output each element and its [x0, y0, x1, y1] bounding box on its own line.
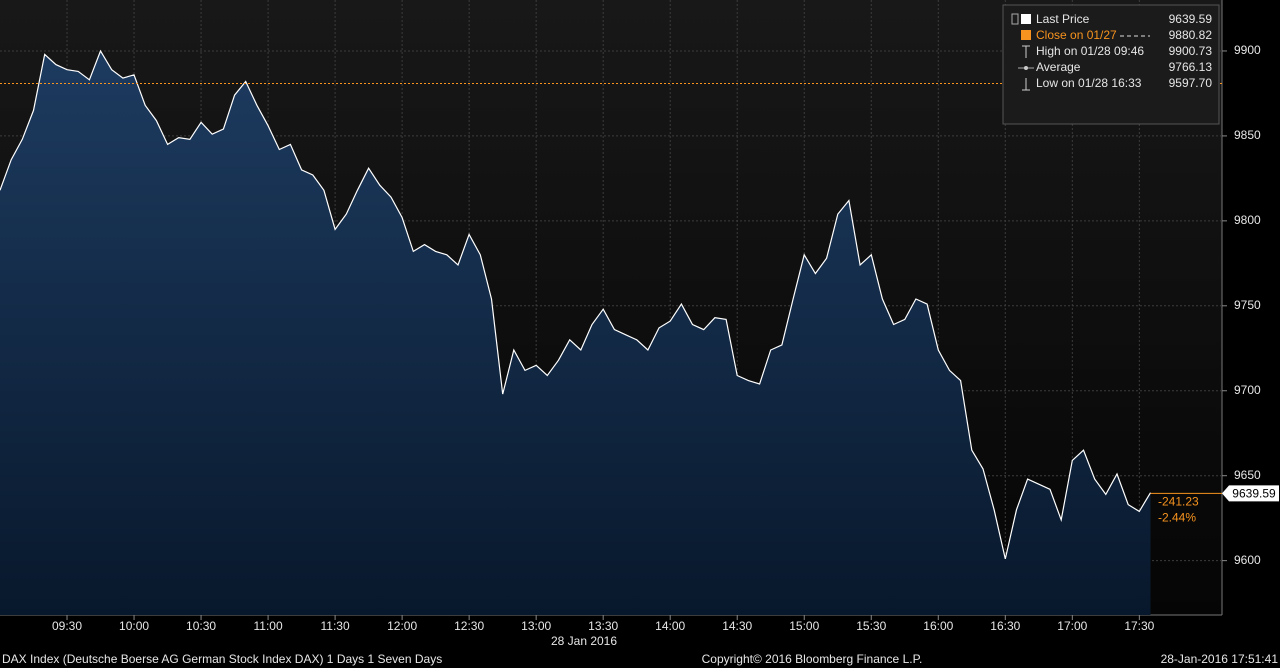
price-tag	[1222, 485, 1279, 502]
change-label: -241.23	[1158, 495, 1199, 509]
x-tick-label: 15:30	[856, 619, 886, 633]
y-tick-label: 9700	[1234, 383, 1261, 397]
legend-value: 9900.73	[1169, 44, 1213, 58]
footer-center: Copyright© 2016 Bloomberg Finance L.P.	[702, 652, 923, 666]
x-tick-label: 13:00	[521, 619, 551, 633]
footer-right: 28-Jan-2016 17:51:41	[1161, 652, 1279, 666]
legend-label: Average	[1036, 60, 1081, 74]
legend-label: High on 01/28 09:46	[1036, 44, 1144, 58]
x-tick-label: 10:30	[186, 619, 216, 633]
price-tag-label: 9639.59	[1232, 487, 1276, 501]
legend-label: Close on 01/27	[1036, 28, 1117, 42]
x-tick-label: 11:30	[321, 619, 350, 633]
x-tick-label: 16:30	[990, 619, 1020, 633]
x-tick-label: 16:00	[923, 619, 953, 633]
change-pct-label: -2.44%	[1158, 511, 1196, 525]
y-tick-label: 9850	[1234, 128, 1261, 142]
legend-value: 9880.82	[1169, 28, 1213, 42]
x-tick-label: 14:30	[722, 619, 752, 633]
legend-symbol	[1022, 78, 1030, 91]
x-tick-label: 14:00	[655, 619, 685, 633]
legend-symbol	[1021, 30, 1031, 40]
x-tick-label: 11:00	[254, 619, 283, 633]
area-fill	[0, 51, 1151, 615]
y-tick-label: 9650	[1234, 468, 1261, 482]
x-tick-label: 17:30	[1124, 619, 1154, 633]
y-tick-label: 9900	[1234, 43, 1261, 57]
legend: Last Price 9639.59 Close on 01/27 9880.82 Hi…	[1002, 4, 1220, 125]
legend-value: 9639.59	[1169, 12, 1213, 26]
x-tick-label: 12:30	[454, 619, 484, 633]
legend-symbol	[1024, 66, 1028, 70]
legend-symbol	[1011, 13, 1019, 25]
price-line	[0, 49, 1152, 560]
y-tick-label: 9750	[1234, 298, 1261, 312]
legend-box	[1002, 4, 1220, 125]
legend-value: 9766.13	[1169, 60, 1213, 74]
x-tick-label: 10:00	[119, 619, 149, 633]
y-tick-label: 9600	[1234, 553, 1261, 567]
x-tick-label: 15:00	[789, 619, 819, 633]
x-tick-label: 17:00	[1057, 619, 1087, 633]
footer-left: DAX Index (Deutsche Boerse AG German Sto…	[2, 652, 442, 666]
x-tick-label: 12:00	[387, 619, 417, 633]
legend-label: Last Price	[1036, 12, 1090, 26]
legend-value: 9597.70	[1169, 76, 1213, 90]
legend-symbol	[1022, 45, 1030, 58]
y-tick-label: 9800	[1234, 213, 1261, 227]
x-tick-label: 09:30	[52, 619, 82, 633]
x-axis-title: 28 Jan 2016	[551, 634, 617, 648]
legend-symbol	[1021, 14, 1031, 24]
x-tick-label: 13:30	[588, 619, 618, 633]
legend-label: Low on 01/28 16:33	[1036, 76, 1142, 90]
